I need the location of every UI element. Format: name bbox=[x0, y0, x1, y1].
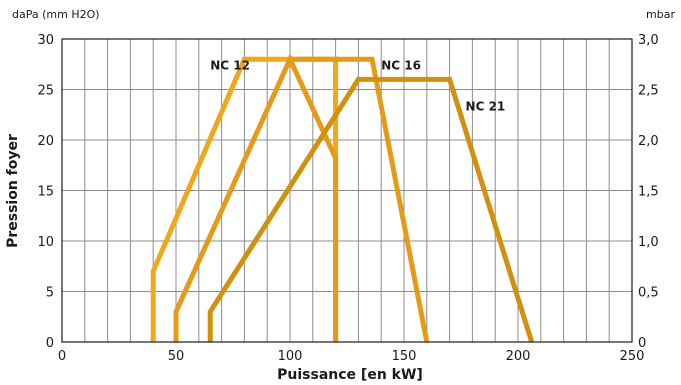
x-tick-label: 150 bbox=[392, 349, 417, 364]
series-line-nc-16 bbox=[173, 53, 339, 342]
x-tick-label: 50 bbox=[168, 349, 185, 364]
y-right-tick-label: 2,5 bbox=[638, 84, 659, 99]
tick-labels: 0 50 100 150 200 25005101520253000,51,01,52,0… bbox=[37, 33, 658, 364]
grid bbox=[62, 39, 632, 342]
y-axis-title: Pression foyer bbox=[5, 134, 21, 248]
y-right-tick-label: 1,0 bbox=[638, 235, 659, 250]
y-left-tick-label: 15 bbox=[37, 185, 54, 200]
y-left-tick-label: 10 bbox=[37, 235, 54, 250]
y-right-unit-label: mbar bbox=[646, 8, 675, 21]
series-label: NC 16 bbox=[381, 58, 421, 72]
curves bbox=[150, 53, 535, 343]
y-left-unit-label: daPa (mm H2O) bbox=[12, 8, 100, 21]
y-left-tick-label: 25 bbox=[37, 84, 54, 99]
y-right-tick-label: 1,5 bbox=[638, 185, 659, 200]
x-axis-title: Puissance [en kW] bbox=[277, 367, 423, 383]
series-labels: NC 12 NC 16 NC 21 bbox=[210, 58, 505, 113]
plot-frame bbox=[61, 38, 633, 343]
y-right-tick-label: 2,0 bbox=[638, 134, 659, 149]
series-label: NC 12 bbox=[210, 58, 250, 72]
y-right-tick-label: 3,0 bbox=[638, 33, 659, 48]
series-label: NC 21 bbox=[466, 100, 506, 114]
y-left-tick-label: 30 bbox=[37, 33, 54, 48]
x-tick-label: 0 bbox=[58, 349, 66, 364]
y-left-tick-label: 20 bbox=[37, 134, 54, 149]
x-tick-label: 250 bbox=[620, 349, 645, 364]
y-left-tick-label: 0 bbox=[46, 336, 54, 351]
y-right-tick-label: 0,5 bbox=[638, 286, 659, 301]
x-tick-label: 100 bbox=[278, 349, 303, 364]
y-left-tick-label: 5 bbox=[46, 286, 54, 301]
series-line-nc-21 bbox=[207, 76, 535, 343]
x-tick-label: 200 bbox=[506, 349, 531, 364]
series-line-nc-16 bbox=[290, 56, 430, 343]
y-right-tick-label: 0 bbox=[638, 336, 646, 351]
